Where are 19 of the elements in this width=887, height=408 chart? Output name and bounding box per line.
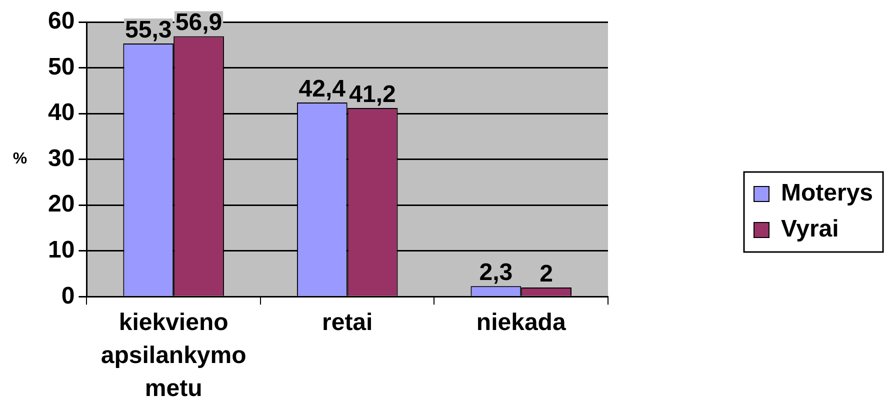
- x-tick-label: retai: [322, 308, 373, 336]
- data-label: 41,2: [349, 81, 396, 108]
- legend-label: Moterys: [781, 180, 874, 207]
- data-label: 2: [540, 260, 553, 288]
- data-label: 55,3: [125, 16, 172, 44]
- y-tick-label: 50: [48, 53, 75, 80]
- x-tick-label: kiekvieno apsilankymo metu: [100, 308, 246, 402]
- data-label: 42,4: [298, 76, 346, 103]
- y-tick-label: 30: [48, 144, 75, 172]
- y-tick-label: 0: [61, 282, 75, 310]
- y-axis-title: %: [12, 150, 28, 168]
- y-tick-label: 40: [48, 99, 75, 126]
- y-tick-label: 20: [48, 190, 75, 218]
- data-label: 56,9: [175, 9, 222, 36]
- y-tick-label: 10: [48, 236, 75, 264]
- legend-label: Vyrai: [781, 216, 839, 243]
- data-label: 2,3: [479, 259, 513, 286]
- x-tick-label: niekada: [476, 308, 566, 336]
- y-tick-label: 60: [48, 8, 75, 35]
